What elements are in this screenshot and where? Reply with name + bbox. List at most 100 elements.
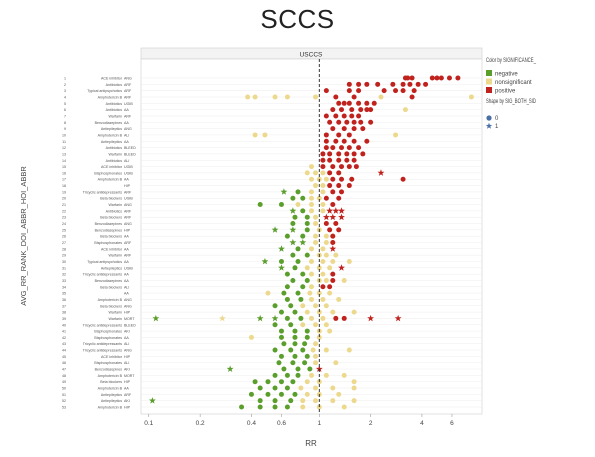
positive-circle-point (393, 88, 399, 94)
row-label-drug: ACE inhibitor (101, 165, 123, 169)
row-label-rank: 47 (62, 368, 66, 372)
positive-circle-point (320, 164, 326, 170)
nonsignificant-circle-point (313, 94, 319, 100)
positive-circle-point (400, 88, 406, 94)
nonsignificant-circle-point (351, 385, 357, 391)
negative-star-point (261, 257, 269, 265)
row-label-rank: 33 (62, 279, 66, 283)
row-label-drug: Antibiotics (106, 159, 123, 163)
nonsignificant-circle-point (313, 183, 319, 189)
row-label-drug: Amphotericin B (98, 406, 123, 410)
row-label-outcome: ARF (124, 254, 132, 258)
positive-circle-point (336, 195, 342, 201)
row-label-drug: Beta blockers (100, 235, 122, 239)
negative-circle-point (290, 379, 296, 385)
negative-circle-point (288, 347, 294, 353)
positive-circle-point (336, 183, 342, 189)
negative-circle-point (300, 233, 306, 239)
nonsignificant-circle-point (272, 94, 278, 100)
positive-circle-point (339, 164, 345, 170)
negative-circle-point (292, 341, 298, 347)
nonsignificant-circle-point (309, 195, 314, 201)
row-label-drug: Antibiotics (106, 102, 123, 106)
row-label-drug: Typical antipsychotics (87, 260, 122, 264)
x-tick-label: 4 (420, 420, 424, 427)
row-label-rank: 8 (64, 121, 66, 125)
legend-circle-icon (486, 115, 492, 121)
nonsignificant-circle-point (323, 252, 329, 258)
row-label-outcome: BLEED (124, 146, 136, 150)
row-label-drug: Benzodiazepines (95, 121, 123, 125)
negative-circle-point (276, 360, 282, 366)
nonsignificant-circle-point (320, 202, 326, 208)
nonsignificant-circle-point (320, 296, 326, 302)
positive-circle-point (336, 151, 342, 157)
row-label-outcome: AA (124, 387, 129, 391)
row-label-rank: 30 (62, 260, 66, 264)
nonsignificant-circle-point (300, 303, 306, 309)
data-points (148, 75, 474, 410)
row-label-drug: Antiepileptics (101, 140, 122, 144)
negative-circle-point (284, 404, 290, 410)
positive-circle-point (344, 151, 350, 157)
row-label-rank: 46 (62, 361, 66, 365)
positive-circle-point (351, 138, 357, 144)
negative-star-point (299, 238, 307, 246)
negative-circle-point (300, 208, 306, 214)
row-label-outcome: ALI (124, 159, 129, 163)
nonsignificant-circle-point (341, 404, 347, 410)
nonsignificant-circle-point (323, 176, 329, 182)
positive-circle-point (330, 240, 336, 245)
nonsignificant-circle-point (333, 360, 339, 366)
negative-circle-point (265, 379, 271, 385)
negative-star-point (226, 365, 234, 372)
positive-circle-point (429, 75, 435, 81)
legend-shape-title: Shape by SIG_BOTH_SID (486, 99, 536, 105)
x-tick-label: 1 (317, 420, 321, 427)
nonsignificant-circle-point (313, 240, 319, 245)
positive-circle-point (356, 81, 362, 87)
nonsignificant-circle-point (304, 170, 310, 176)
row-label-rank: 14 (62, 159, 66, 163)
row-label-drug: Amphotericin B (98, 95, 123, 99)
negative-circle-point (298, 315, 304, 321)
row-label-drug: Beta blockers (100, 304, 122, 308)
row-label-drug: Warfarin (109, 203, 122, 207)
row-label-rank: 35 (62, 292, 66, 296)
negative-circle-point (278, 379, 284, 385)
row-label-outcome: AA (124, 279, 129, 283)
positive-circle-point (327, 183, 333, 189)
negative-circle-point (300, 284, 306, 290)
negative-star-point (271, 226, 279, 233)
row-label-outcome: MORT (124, 317, 135, 321)
row-label-drug: Amphotericin B (98, 178, 123, 182)
row-label-rank: 44 (62, 349, 66, 353)
nonsignificant-circle-point (330, 309, 336, 315)
positive-circle-point (339, 189, 345, 195)
row-label-drug: Typical antipsychotics (87, 89, 122, 93)
negative-circle-point (265, 391, 271, 397)
legend-label-negative: negative (495, 72, 518, 78)
row-label-drug: ACE inhibitor (101, 77, 123, 81)
row-label-rank: 32 (62, 273, 66, 277)
negative-circle-point (284, 296, 290, 302)
legend-label-nonsignificant: nonsignificant (495, 80, 532, 86)
positive-circle-point (336, 157, 342, 163)
row-label-drug: Antiepileptics (101, 399, 122, 403)
row-label-rank: 38 (62, 311, 66, 315)
row-label-outcome: BLEED (124, 152, 136, 156)
nonsignificant-circle-point (316, 195, 322, 201)
row-label-outcome: ANG (124, 298, 132, 302)
row-label-rank: 24 (62, 222, 66, 226)
row-label-drug: Benzodiazepines (95, 222, 123, 226)
positive-circle-point (339, 145, 345, 151)
row-label-drug: Antibiotics (106, 209, 123, 213)
positive-circle-point (356, 113, 362, 119)
nonsignificant-circle-point (336, 296, 342, 302)
row-label-rank: 21 (62, 203, 66, 207)
positive-circle-point (423, 81, 429, 87)
row-label-rank: 48 (62, 374, 66, 378)
negative-circle-point (272, 303, 278, 309)
negative-circle-point (278, 353, 284, 359)
nonsignificant-circle-point (468, 94, 474, 100)
